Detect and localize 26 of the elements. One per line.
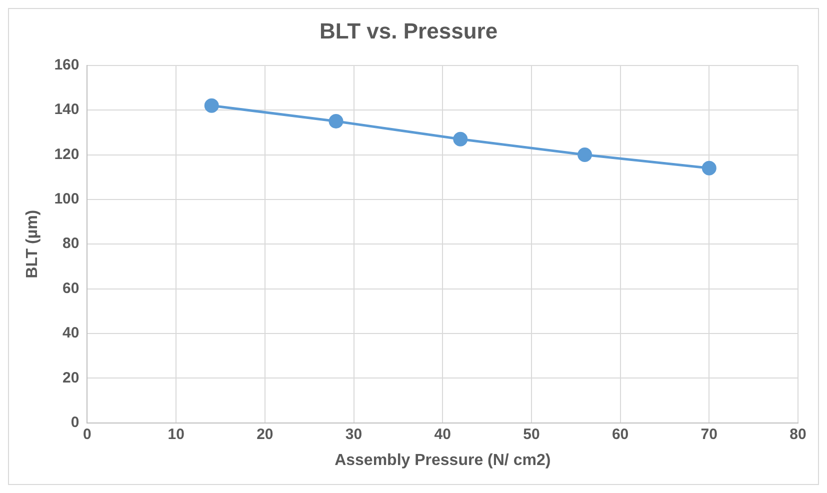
x-tick-label: 0	[83, 426, 92, 443]
point	[702, 160, 716, 176]
x-tick-label: 20	[256, 426, 274, 443]
x-tick-label: 70	[700, 426, 718, 443]
chart-title: BLT vs. Pressure	[319, 18, 498, 44]
x-tick-label: 10	[168, 426, 184, 443]
y-tick-label: 80	[62, 235, 80, 252]
point	[453, 132, 468, 146]
y-tick-label: 20	[62, 369, 80, 386]
x-tick-label: 30	[345, 426, 362, 443]
y-tick-label: 160	[54, 56, 80, 74]
x-axis-title: Assembly Pressure (N/ cm2)	[334, 452, 551, 469]
y-tick-label: 100	[54, 190, 80, 208]
y-axis-title: BLT (µm)	[24, 210, 42, 278]
x-tick-label: 80	[790, 426, 806, 443]
point	[328, 114, 344, 128]
point	[578, 148, 592, 162]
x-tick-label: 40	[434, 426, 451, 443]
x-tick-label: 60	[612, 426, 629, 443]
y-tick-label: 40	[62, 324, 80, 342]
y-tick-label: 0	[70, 414, 80, 431]
y-tick-label: 60	[62, 280, 80, 297]
y-tick-label: 120	[54, 146, 80, 163]
y-tick-label: 140	[54, 101, 80, 118]
x-tick-label: 50	[523, 426, 540, 443]
point	[204, 98, 219, 113]
